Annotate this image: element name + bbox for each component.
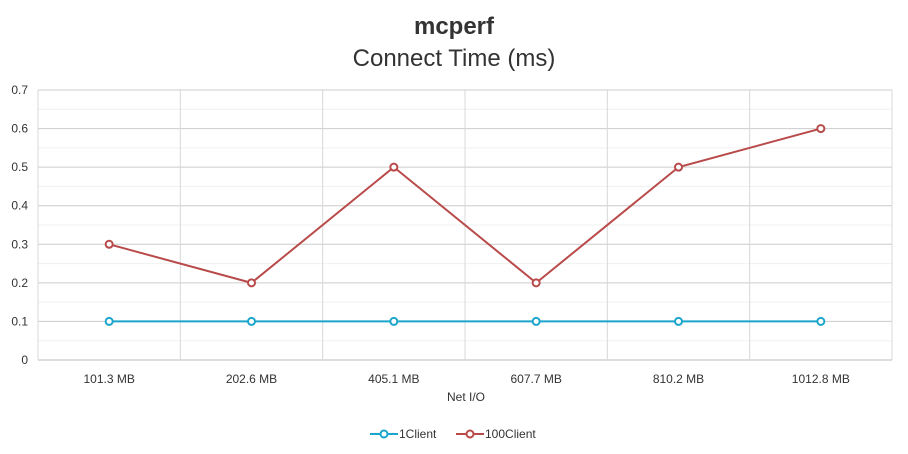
data-point[interactable]	[389, 316, 399, 326]
x-tick-label: 202.6 MB	[226, 372, 277, 386]
data-point[interactable]	[531, 278, 541, 288]
data-point[interactable]	[531, 316, 541, 326]
x-tick-label: 101.3 MB	[83, 372, 134, 386]
y-tick-label: 0.5	[11, 160, 28, 174]
data-point[interactable]	[104, 316, 114, 326]
series-1Client	[104, 316, 826, 326]
data-point[interactable]	[674, 316, 683, 326]
legend-label: 1Client	[399, 427, 437, 441]
data-point[interactable]	[816, 316, 826, 326]
x-tick-label: 810.2 MB	[653, 372, 704, 386]
data-point[interactable]	[247, 316, 256, 326]
legend-marker	[379, 429, 389, 439]
legend-item-100Client[interactable]: 100Client	[456, 427, 536, 441]
series-group	[104, 124, 826, 326]
data-point[interactable]	[247, 278, 256, 288]
data-point[interactable]	[816, 124, 826, 134]
y-axis: 0 0.1 0.2 0.3 0.4 0.5 0.6 0.7	[11, 83, 28, 367]
legend-item-1Client[interactable]: 1Client	[370, 427, 437, 441]
data-point[interactable]	[104, 239, 114, 249]
y-tick-label: 0.2	[11, 276, 28, 290]
chart-subtitle: Connect Time (ms)	[353, 45, 556, 72]
chart-title: mcperf	[414, 13, 495, 40]
y-tick-label: 0.1	[11, 314, 28, 328]
x-tick-label: 405.1 MB	[368, 372, 419, 386]
legend: 1Client 100Client	[370, 427, 536, 441]
x-tick-label: 1012.8 MB	[792, 372, 850, 386]
y-tick-label: 0.6	[11, 122, 28, 136]
y-tick-label: 0.7	[11, 83, 28, 97]
x-axis-title: Net I/O	[447, 390, 485, 404]
x-tick-label: 607.7 MB	[510, 372, 561, 386]
series-100Client	[104, 124, 826, 288]
legend-label: 100Client	[485, 427, 536, 441]
y-tick-label: 0.4	[11, 199, 28, 213]
y-tick-label: 0.3	[11, 237, 28, 251]
series-line	[108, 127, 822, 285]
legend-marker	[465, 429, 475, 439]
data-point[interactable]	[674, 162, 683, 172]
data-point[interactable]	[389, 162, 399, 172]
x-axis: 101.3 MB 202.6 MB 405.1 MB 607.7 MB 810.2 MB…	[83, 372, 849, 386]
y-tick-label: 0	[21, 353, 28, 367]
